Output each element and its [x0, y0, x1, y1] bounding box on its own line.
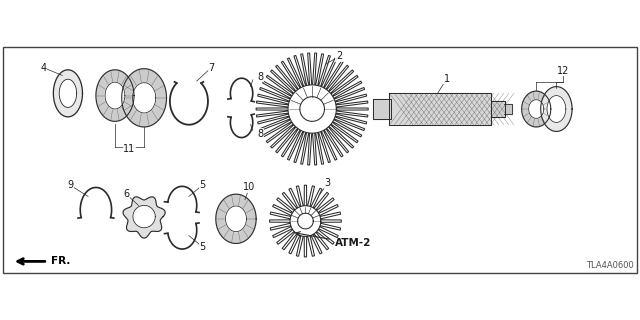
Polygon shape [216, 194, 256, 244]
Polygon shape [122, 69, 166, 127]
Polygon shape [541, 87, 572, 132]
Polygon shape [132, 83, 156, 113]
Text: 8: 8 [257, 129, 264, 139]
Text: TLA4A0600: TLA4A0600 [586, 261, 634, 270]
Text: 10: 10 [243, 182, 255, 192]
Polygon shape [59, 79, 77, 108]
Text: 5: 5 [199, 242, 205, 252]
Polygon shape [123, 197, 165, 238]
Text: 4: 4 [40, 63, 46, 73]
Text: 5: 5 [199, 180, 205, 190]
Text: 9: 9 [67, 180, 73, 190]
Text: 7: 7 [208, 63, 214, 73]
Polygon shape [529, 100, 544, 118]
Polygon shape [492, 101, 505, 117]
Text: FR.: FR. [51, 256, 70, 266]
Text: 3: 3 [324, 178, 331, 188]
Polygon shape [269, 185, 341, 257]
Polygon shape [225, 206, 246, 232]
Text: 11: 11 [124, 144, 136, 154]
Text: ATM-2: ATM-2 [296, 232, 371, 248]
Text: 2: 2 [336, 52, 342, 61]
Polygon shape [522, 91, 551, 127]
Text: 12: 12 [557, 66, 570, 76]
Polygon shape [105, 82, 125, 109]
Polygon shape [390, 93, 492, 125]
Polygon shape [133, 205, 156, 228]
Text: 8: 8 [257, 72, 264, 82]
Polygon shape [256, 53, 368, 165]
Polygon shape [96, 70, 134, 121]
Polygon shape [547, 96, 566, 123]
Polygon shape [372, 99, 390, 119]
Polygon shape [504, 104, 511, 114]
Text: 1: 1 [444, 74, 450, 84]
Text: 6: 6 [123, 189, 129, 199]
Polygon shape [53, 70, 83, 117]
